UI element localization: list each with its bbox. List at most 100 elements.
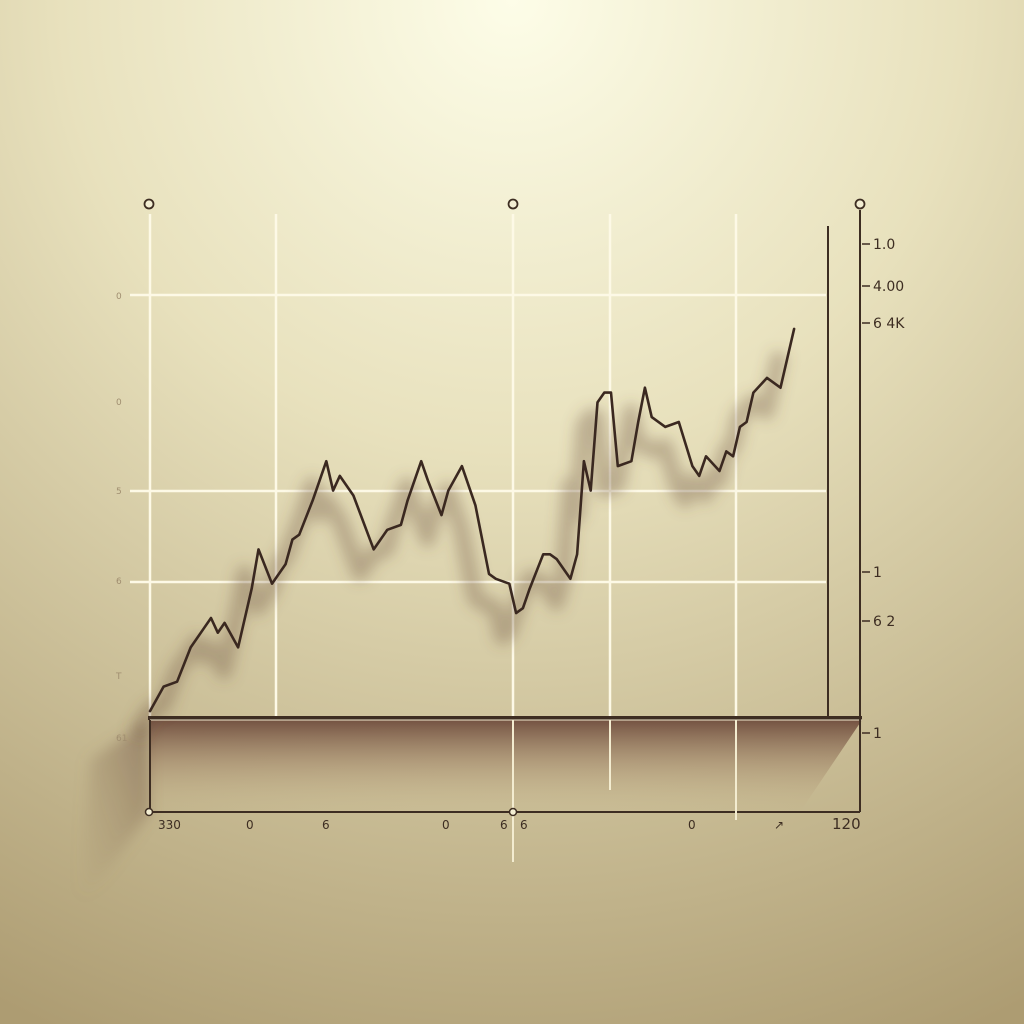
x-tick-label: 6: [500, 818, 508, 832]
data-point: [690, 464, 694, 468]
data-point: [575, 552, 579, 556]
data-point: [338, 474, 342, 478]
left-tick-label: 6: [116, 577, 122, 587]
data-point: [189, 645, 193, 649]
base-slab: [150, 720, 862, 812]
data-point: [704, 454, 708, 458]
data-point: [555, 557, 559, 561]
data-point: [582, 459, 586, 463]
data-point: [426, 479, 430, 483]
slab-cast-shadow: [80, 720, 150, 900]
data-point: [419, 459, 423, 463]
data-point: [284, 562, 288, 566]
data-point: [718, 469, 722, 473]
data-point: [270, 582, 274, 586]
slab-marker-center: [508, 807, 518, 817]
data-point: [372, 547, 376, 551]
data-point: [175, 680, 179, 684]
axis-marker-center: [507, 198, 519, 210]
data-point: [541, 552, 545, 556]
data-point: [148, 709, 152, 713]
right-tick-label: 6 2: [873, 614, 895, 630]
data-point: [494, 577, 498, 581]
data-point: [765, 376, 769, 380]
right-tick-label: 1: [873, 726, 882, 742]
line-shadow: [129, 351, 788, 739]
left-tick-labels: 0 0 5 6 T 61: [115, 292, 127, 744]
data-point: [257, 547, 261, 551]
data-point: [636, 420, 640, 424]
data-point: [311, 498, 315, 502]
data-point: [731, 454, 735, 458]
axis-marker-left: [143, 198, 155, 210]
x-tick-label: 0: [442, 818, 450, 832]
x-tick-label: 0: [688, 818, 696, 832]
left-tick-label: 61: [116, 734, 127, 744]
data-point: [406, 498, 410, 502]
data-point: [399, 523, 403, 527]
data-point: [385, 528, 389, 532]
x-tick-label: 0: [246, 818, 254, 832]
data-point: [602, 391, 606, 395]
data-point: [331, 489, 335, 493]
x-tick-label: ↗: [774, 818, 784, 832]
data-point: [223, 621, 227, 625]
x-tick-labels: 330 0 6 0 6 6 0 ↗ 120: [158, 815, 861, 833]
data-point: [616, 464, 620, 468]
data-point: [460, 464, 464, 468]
left-tick-label: 0: [116, 398, 122, 408]
data-point: [290, 538, 294, 542]
data-point: [792, 327, 796, 331]
data-point: [324, 459, 328, 463]
data-point: [473, 503, 477, 507]
data-point: [697, 474, 701, 478]
data-point: [528, 587, 532, 591]
data-point: [297, 533, 301, 537]
right-tick-labels: 1.0 4.00 6 4K 1 6 2 1: [873, 237, 905, 742]
data-point: [548, 552, 552, 556]
data-point: [440, 513, 444, 517]
data-point: [596, 400, 600, 404]
data-point: [162, 685, 166, 689]
data-point: [507, 582, 511, 586]
data-point: [514, 611, 518, 615]
data-point: [629, 459, 633, 463]
data-point: [779, 386, 783, 390]
data-point: [250, 587, 254, 591]
x-tick-label: 120: [832, 815, 861, 833]
x-tick-label: 6: [520, 818, 528, 832]
data-point: [589, 489, 593, 493]
slab-marker-left: [144, 807, 154, 817]
data-point: [236, 645, 240, 649]
left-tick-label: 0: [116, 292, 122, 302]
data-point: [351, 494, 355, 498]
data-point: [785, 356, 789, 360]
right-tick-label: 1: [873, 565, 882, 581]
data-point: [738, 425, 742, 429]
data-point: [487, 572, 491, 576]
series-layer: [148, 327, 796, 713]
x-tick-label: 330: [158, 818, 181, 832]
data-point: [724, 449, 728, 453]
series-line-0: [148, 327, 796, 713]
data-point: [650, 415, 654, 419]
data-point: [446, 489, 450, 493]
right-tick-label: 4.00: [873, 279, 904, 295]
data-point: [216, 631, 220, 635]
data-point: [745, 420, 749, 424]
data-point: [209, 616, 213, 620]
data-point: [677, 420, 681, 424]
data-point: [521, 606, 525, 610]
data-point: [751, 391, 755, 395]
right-tick-label: 1.0: [873, 237, 895, 253]
data-point: [663, 425, 667, 429]
data-point: [643, 386, 647, 390]
left-tick-label: T: [115, 672, 122, 682]
axes: [143, 198, 866, 862]
left-tick-label: 5: [116, 487, 122, 497]
series-shadow: [129, 351, 788, 739]
data-point: [202, 626, 206, 630]
right-ticks: [862, 243, 870, 734]
right-tick-label: 6 4K: [873, 316, 905, 332]
